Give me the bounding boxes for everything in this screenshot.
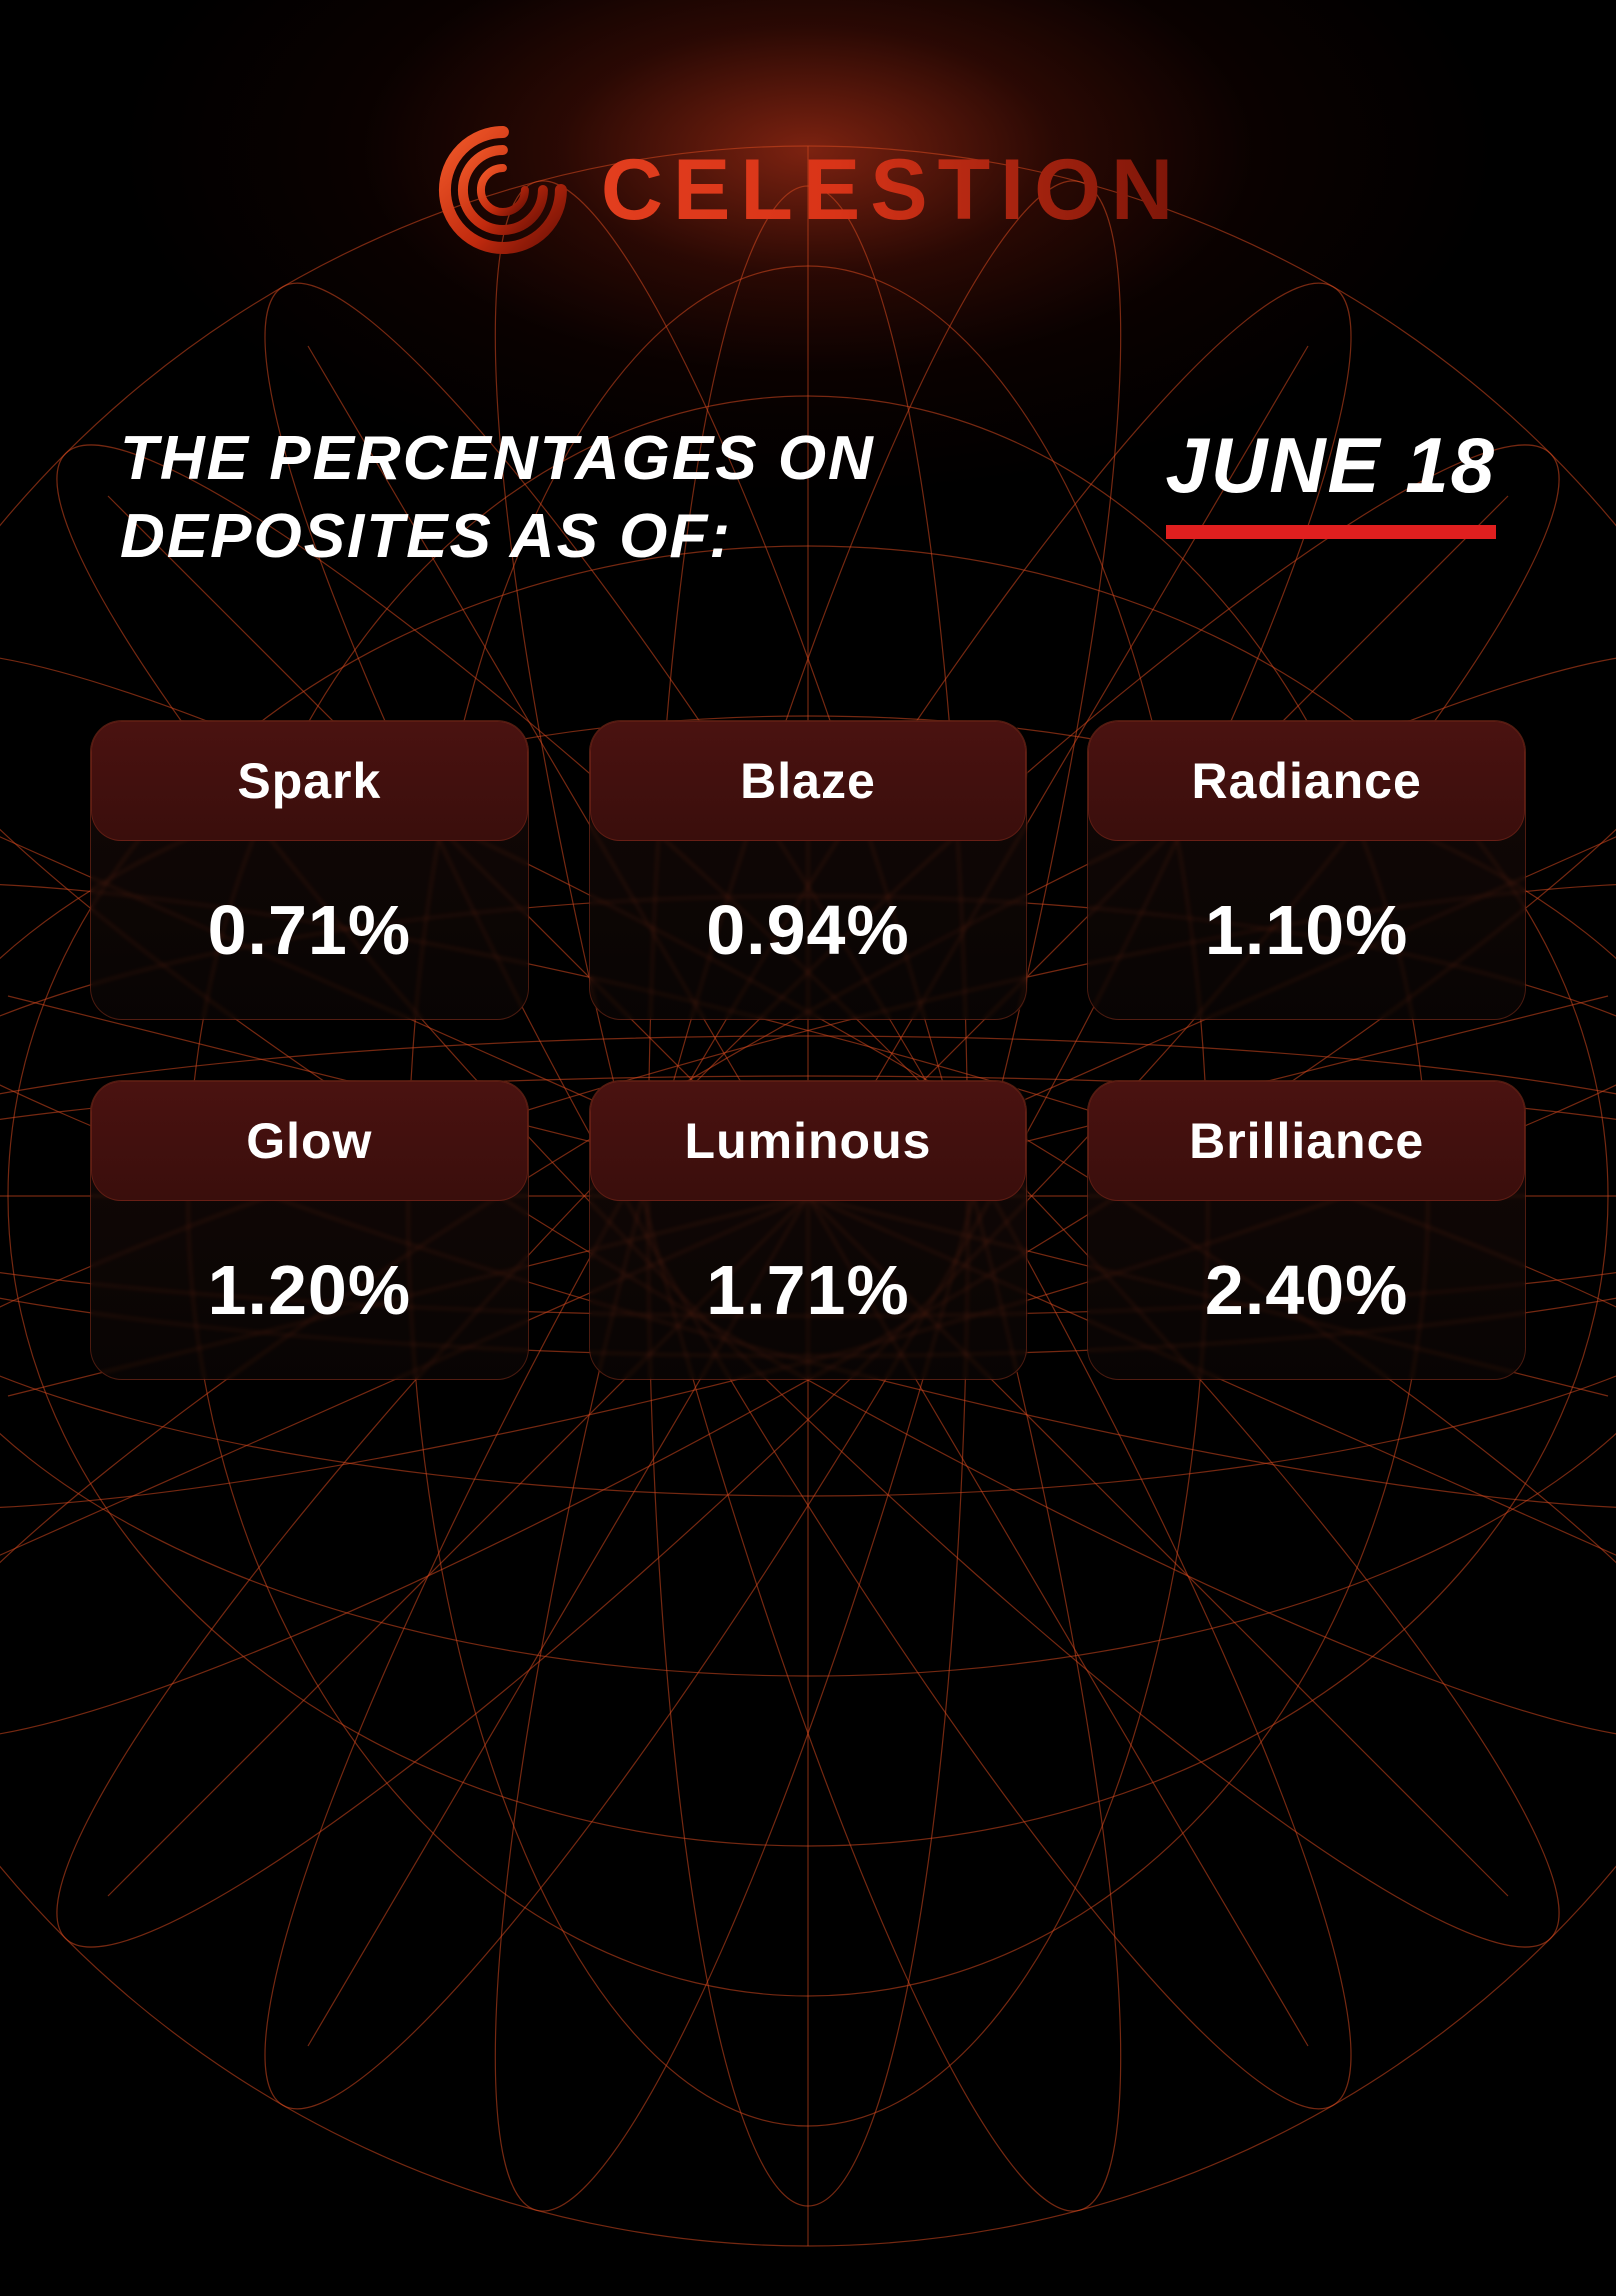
card-label: Glow bbox=[246, 1112, 372, 1170]
card-radiance: Radiance 1.10% bbox=[1087, 720, 1526, 1020]
card-brilliance: Brilliance 2.40% bbox=[1087, 1080, 1526, 1380]
heading-line-1: THE PERCENTAGES ON bbox=[120, 420, 875, 498]
swirl-icon bbox=[433, 120, 573, 260]
card-value: 0.71% bbox=[208, 890, 411, 970]
card-luminous: Luminous 1.71% bbox=[589, 1080, 1028, 1380]
card-value: 1.71% bbox=[706, 1250, 909, 1330]
card-label: Brilliance bbox=[1189, 1112, 1424, 1170]
card-header: Spark bbox=[91, 721, 528, 841]
card-label: Spark bbox=[237, 752, 381, 810]
heading-line-2: DEPOSITES AS OF: bbox=[120, 498, 875, 576]
card-header: Glow bbox=[91, 1081, 528, 1201]
heading-date-block: JUNE 18 bbox=[1166, 420, 1497, 539]
card-blaze: Blaze 0.94% bbox=[589, 720, 1028, 1020]
card-value: 0.94% bbox=[706, 890, 909, 970]
date-underline bbox=[1166, 525, 1496, 539]
brand-name: CELESTION bbox=[601, 141, 1183, 240]
card-body: 0.71% bbox=[91, 841, 528, 1019]
card-glow: Glow 1.20% bbox=[90, 1080, 529, 1380]
card-spark: Spark 0.71% bbox=[90, 720, 529, 1020]
card-header: Brilliance bbox=[1088, 1081, 1525, 1201]
card-value: 2.40% bbox=[1205, 1250, 1408, 1330]
card-label: Radiance bbox=[1191, 752, 1421, 810]
card-body: 2.40% bbox=[1088, 1201, 1525, 1379]
cards-grid: Spark 0.71% Blaze 0.94% Radiance 1.10% G… bbox=[90, 720, 1526, 1380]
card-header: Radiance bbox=[1088, 721, 1525, 841]
card-header: Luminous bbox=[590, 1081, 1027, 1201]
card-label: Luminous bbox=[685, 1112, 932, 1170]
date-text: JUNE 18 bbox=[1166, 420, 1497, 511]
card-value: 1.20% bbox=[208, 1250, 411, 1330]
heading-text: THE PERCENTAGES ON DEPOSITES AS OF: bbox=[120, 420, 875, 575]
card-value: 1.10% bbox=[1205, 890, 1408, 970]
card-label: Blaze bbox=[740, 752, 876, 810]
heading-row: THE PERCENTAGES ON DEPOSITES AS OF: JUNE… bbox=[120, 420, 1496, 575]
card-body: 1.20% bbox=[91, 1201, 528, 1379]
card-body: 0.94% bbox=[590, 841, 1027, 1019]
card-body: 1.71% bbox=[590, 1201, 1027, 1379]
card-header: Blaze bbox=[590, 721, 1027, 841]
brand-logo: CELESTION bbox=[433, 120, 1183, 260]
card-body: 1.10% bbox=[1088, 841, 1525, 1019]
